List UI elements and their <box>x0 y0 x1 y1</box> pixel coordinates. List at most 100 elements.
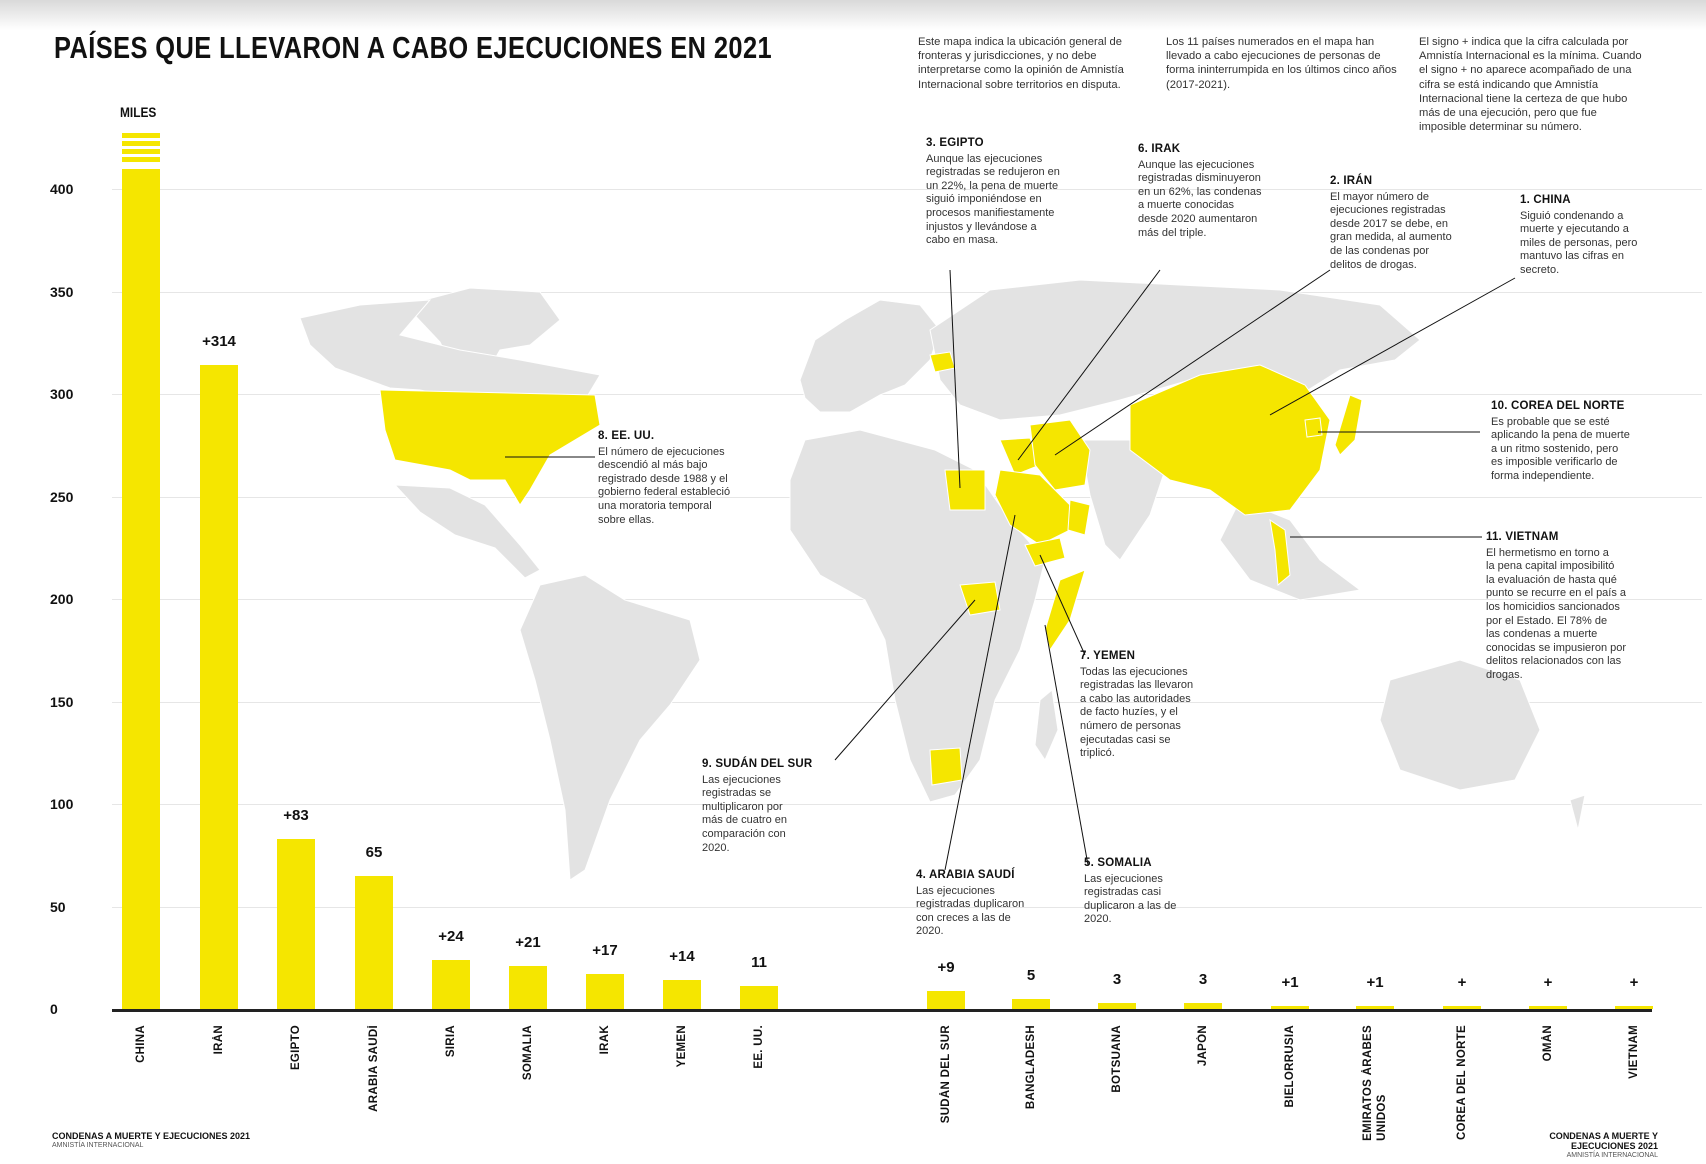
map-australia <box>1379 659 1541 791</box>
annotation-somalia: 5. SOMALIA Las ejecuciones registradas c… <box>1084 857 1176 927</box>
footer-left: CONDENAS A MUERTE Y EJECUCIONES 2021 AMN… <box>52 1131 250 1151</box>
annotation-heading: 2. IRÁN <box>1330 175 1373 187</box>
annotation-heading: 3. EGIPTO <box>926 137 984 149</box>
bar <box>355 875 393 1009</box>
y-axis-tick-label: 150 <box>50 693 74 710</box>
annotation-saudi-arabia: 4. ARABIA SAUDÍ Las ejecuciones registra… <box>916 869 1024 939</box>
x-axis-category-label: BOTSUANA <box>1111 1025 1123 1093</box>
annotation-text: Las ejecuciones registradas casi duplica… <box>1084 872 1177 926</box>
map-europe <box>799 299 941 413</box>
annotation-leaders <box>505 269 1516 871</box>
bar-value-label: +24 <box>438 927 464 945</box>
annotation-yemen: 7. YEMEN Todas las ejecuciones registrad… <box>1080 650 1193 761</box>
x-axis-category-label: IRÁN <box>213 1025 225 1055</box>
annotation-text: Todas las ejecuciones registradas las ll… <box>1080 665 1194 760</box>
x-axis-category-label: EE. UU. <box>753 1025 765 1069</box>
map-egypt <box>944 469 986 511</box>
grid-line <box>112 189 1702 190</box>
annotation-heading: 7. YEMEN <box>1080 650 1136 662</box>
footer-right: CONDENAS A MUERTE Y EJECUCIONES 2021 AMN… <box>1503 1131 1658 1161</box>
annotation-heading: 10. COREA DEL NORTE <box>1491 400 1625 412</box>
annotation-text: Es probable que se esté aplicando la pen… <box>1491 415 1630 482</box>
annotation-heading: 6. IRAK <box>1138 143 1181 155</box>
y-axis-tick-label: 400 <box>50 181 74 197</box>
x-axis-category-label: SOMALIA <box>522 1025 534 1081</box>
x-axis-category-label: BIELORRUSIA <box>1284 1025 1296 1108</box>
y-axis-tick-label: 300 <box>50 386 74 402</box>
bar <box>740 986 778 1009</box>
x-axis-category-label: JAPÓN <box>1197 1025 1209 1067</box>
y-axis-tick-label: 250 <box>50 488 74 505</box>
x-axis-category-label: SUDÁN DEL SUR <box>940 1025 952 1124</box>
bar-value-label: 65 <box>365 843 383 861</box>
bar <box>1615 1006 1653 1009</box>
top-shade <box>0 0 1706 30</box>
map-south-sudan <box>959 581 1001 616</box>
bar-china-break-stripe <box>122 133 160 138</box>
y-axis-tick-label: 200 <box>50 591 74 607</box>
y-axis-tick-label: 350 <box>50 283 74 300</box>
annotation-south-sudan: 9. SUDÁN DEL SUR Las ejecuciones registr… <box>702 758 812 855</box>
annotation-usa: 8. EE. UU. El número de ejecuciones desc… <box>598 430 730 527</box>
note-map-disclaimer: Este mapa indica la ubicación general de… <box>918 36 1124 91</box>
footer-right-subtitle: AMNISTÍA INTERNACIONAL <box>1566 1152 1658 1159</box>
map-japan <box>1334 394 1363 456</box>
x-axis-category-label: SIRIA <box>445 1025 457 1058</box>
annotation-text: El número de ejecuciones descendió al má… <box>598 445 731 526</box>
note-numbered-countries: Los 11 países numerados en el mapa han l… <box>1166 36 1397 91</box>
bar <box>927 990 965 1009</box>
annotation-text: Siguió condenando a muerte y ejecutando … <box>1520 209 1638 276</box>
bar-value-label: + <box>1543 974 1553 991</box>
map-china <box>1129 364 1331 516</box>
x-axis-baseline <box>112 1009 1652 1012</box>
bar-value-label: 3 <box>1198 970 1208 988</box>
annotation-heading: 4. ARABIA SAUDÍ <box>916 869 1015 881</box>
map-saudi-arabia <box>994 469 1071 546</box>
y-axis-unit-label: MILES <box>120 104 157 120</box>
bar <box>509 965 547 1009</box>
grid-line <box>112 394 1702 395</box>
bar-china-break-stripe <box>122 141 160 146</box>
bar <box>277 838 315 1009</box>
annotation-iran: 2. IRÁN El mayor número de ejecuciones r… <box>1330 175 1452 272</box>
annotation-text: El hermetismo en torno a la pena capital… <box>1486 546 1627 681</box>
annotation-heading: 9. SUDÁN DEL SUR <box>702 758 813 770</box>
footer-left-title: CONDENAS A MUERTE Y EJECUCIONES 2021 <box>52 1131 251 1141</box>
bar <box>1529 1006 1567 1009</box>
bar-china-break-stripe <box>122 157 160 162</box>
map-vietnam <box>1269 518 1291 586</box>
bar-value-label: +1 <box>1281 974 1299 991</box>
bar <box>1098 1002 1136 1009</box>
x-axis-category-label: YEMEN <box>676 1025 688 1068</box>
annotation-heading: 8. EE. UU. <box>598 430 655 442</box>
note-plus-sign: El signo + indica que la cifra calculada… <box>1419 36 1642 134</box>
y-axis-tick-label: 0 <box>50 1001 58 1017</box>
bar <box>1184 1002 1222 1009</box>
y-axis-tick-label: 50 <box>50 898 66 915</box>
bar-value-label: +17 <box>592 942 618 960</box>
map-belarus <box>929 351 956 373</box>
bar-value-label: 5 <box>1026 966 1036 984</box>
grid-line <box>112 804 1702 805</box>
grid-line <box>112 906 1702 908</box>
annotation-heading: 11. VIETNAM <box>1486 531 1559 543</box>
footer-left-subtitle: AMNISTÍA INTERNACIONAL <box>52 1142 144 1149</box>
x-axis-category-label: IRAK <box>599 1025 611 1055</box>
map-south-america <box>519 574 701 881</box>
annotation-text: Aunque las ejecuciones registradas se re… <box>926 152 1060 247</box>
bar-value-label: +9 <box>937 958 955 976</box>
bar-china <box>122 169 160 1009</box>
x-axis-category-label: OMÁN <box>1542 1025 1554 1062</box>
map-se-asia <box>1219 499 1362 601</box>
bar-value-label: +83 <box>283 806 309 824</box>
annotation-iraq: 6. IRAK Aunque las ejecuciones registrad… <box>1138 143 1262 240</box>
annotation-text: El mayor número de ejecuciones registrad… <box>1330 190 1452 271</box>
map-usa <box>379 389 601 506</box>
x-axis-category-label: CHINA <box>135 1025 147 1063</box>
x-axis-category-label: BANGLADESH <box>1025 1025 1037 1110</box>
map-botswana <box>929 747 963 786</box>
bar-value-label: +314 <box>202 333 236 351</box>
annotation-text: Aunque las ejecuciones registradas dismi… <box>1138 158 1262 239</box>
annotation-china: 1. CHINA Siguió condenando a muerte y ej… <box>1520 194 1637 278</box>
